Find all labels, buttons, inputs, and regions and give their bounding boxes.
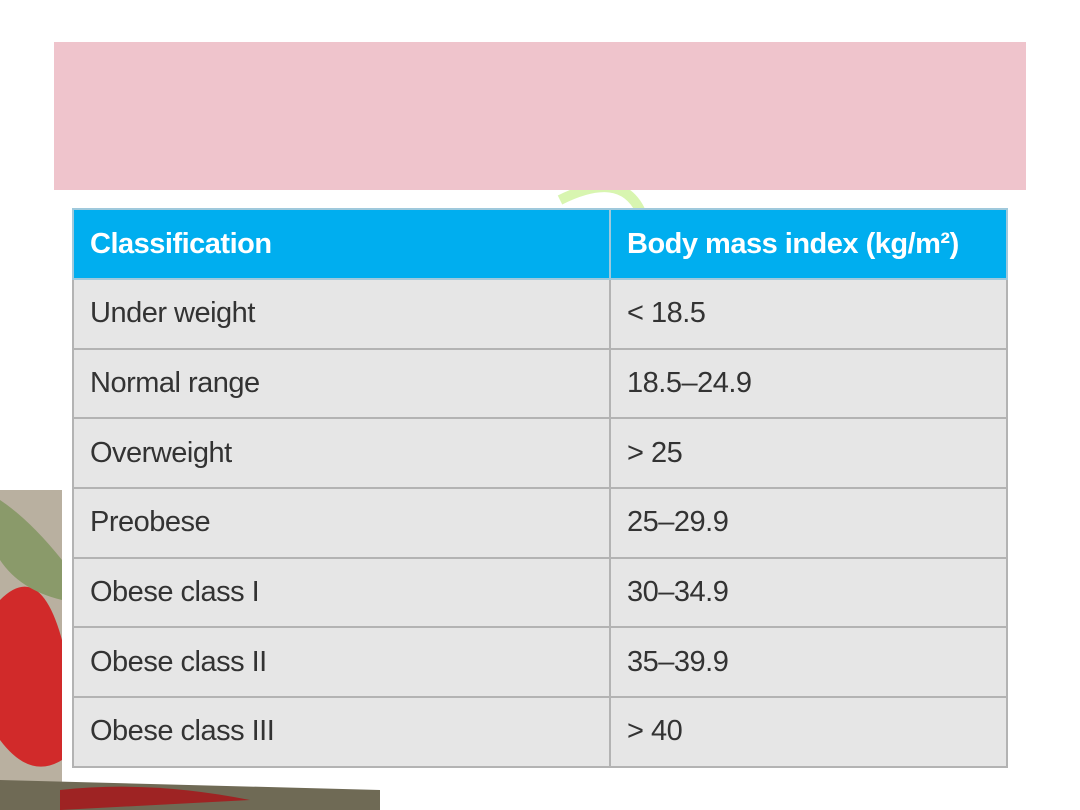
bmi-cell: > 40 (609, 696, 1008, 768)
bmi-cell: > 25 (609, 417, 1008, 490)
table-row: Obese class II 35–39.9 (72, 626, 1008, 699)
table-row: Overweight > 25 (72, 417, 1008, 490)
bmi-cell: 35–39.9 (609, 626, 1008, 699)
watermark (557, 182, 645, 213)
classification-cell: Overweight (72, 417, 611, 490)
bmi-cell: < 18.5 (609, 278, 1008, 350)
table-row: Under weight < 18.5 (72, 278, 1008, 350)
classification-cell: Obese class I (72, 556, 611, 629)
classification-cell: Obese class III (72, 696, 611, 768)
table-header: Classification Body mass index (kg/m²) (72, 208, 1008, 280)
table-row: Preobese 25–29.9 (72, 487, 1008, 559)
bmi-cell: 25–29.9 (609, 487, 1008, 559)
table-body: Under weight < 18.5 Normal range 18.5–24.9 O… (72, 278, 1008, 768)
classification-cell: Preobese (72, 487, 611, 559)
bmi-cell: 18.5–24.9 (609, 347, 1008, 420)
header-cell: Body mass index (kg/m²) (609, 208, 1008, 280)
header-row: Classification Body mass index (kg/m²) (72, 208, 1008, 280)
classification-cell: Normal range (72, 347, 611, 420)
bmi-cell: 30–34.9 (609, 556, 1008, 629)
header-cell: Classification (72, 208, 611, 280)
classification-cell: Under weight (72, 278, 611, 350)
table-row: Obese class I 30–34.9 (72, 556, 1008, 629)
classification-cell: Obese class II (72, 626, 611, 699)
table-row: Obese class III > 40 (72, 696, 1008, 768)
leaf (0, 500, 62, 600)
bmi-table: Classification Body mass index (kg/m²) Un… (72, 208, 1008, 768)
title-banner (54, 42, 1026, 190)
table-row: Normal range 18.5–24.9 (72, 347, 1008, 420)
leaf (60, 786, 250, 810)
leaf (0, 586, 62, 767)
